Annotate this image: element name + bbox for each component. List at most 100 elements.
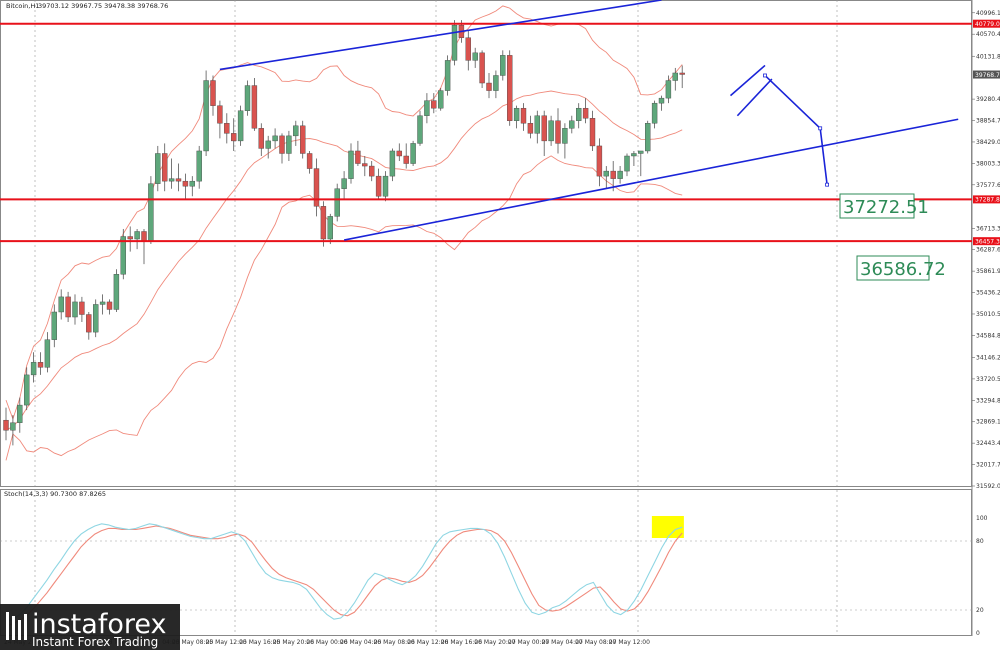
candle-body bbox=[127, 236, 133, 240]
candle-body bbox=[265, 140, 271, 149]
candle-body bbox=[396, 150, 402, 157]
price-tick-label: 37577.60 bbox=[976, 182, 1000, 189]
candle-body bbox=[603, 170, 609, 177]
time-axis-label: 27 May 00:00 bbox=[508, 639, 549, 646]
projection-line-1 bbox=[764, 74, 821, 129]
stochastic-label: Stoch(14,3,3) 90.7300 87.8265 bbox=[4, 490, 106, 498]
time-axis-label: 25 May 20:00 bbox=[273, 639, 314, 646]
last-price-tag-text: 39768.76 bbox=[975, 72, 1000, 79]
price-tick-label: 40570.40 bbox=[976, 31, 1000, 38]
candle-body bbox=[562, 128, 568, 144]
candle-body bbox=[155, 153, 161, 184]
candle-body bbox=[306, 153, 313, 169]
candle-body bbox=[465, 37, 471, 61]
target-label-box-1 bbox=[839, 193, 915, 219]
candle-body bbox=[638, 150, 644, 154]
candle-body bbox=[348, 150, 354, 179]
last-price-tag bbox=[973, 70, 1000, 79]
ohlc-readout: 39703.12 39967.75 39478.38 39768.76 bbox=[38, 2, 168, 10]
stoch-level-label: 20 bbox=[976, 607, 984, 614]
candle-body bbox=[341, 178, 347, 189]
candle-body bbox=[24, 374, 30, 406]
candle-body bbox=[334, 188, 340, 217]
projection-point bbox=[818, 126, 823, 131]
candle-body bbox=[389, 150, 396, 177]
candle-body bbox=[244, 85, 251, 111]
candle-body bbox=[665, 80, 672, 99]
target-label-1: 37272.51 bbox=[843, 197, 929, 218]
candle-body bbox=[582, 107, 589, 119]
candle-body bbox=[555, 120, 561, 144]
candle-body bbox=[493, 75, 499, 91]
time-axis-label: 26 May 16:00 bbox=[441, 639, 482, 646]
symbol-label: Bitcoin,H1 bbox=[6, 2, 39, 10]
candle-body bbox=[99, 301, 106, 305]
candle-body bbox=[148, 183, 154, 242]
candle-body bbox=[382, 175, 389, 197]
stoch-level-label: 0 bbox=[976, 630, 980, 637]
candle-body bbox=[196, 150, 202, 182]
stoch-main-line bbox=[5, 523, 683, 623]
candle-body bbox=[534, 115, 540, 134]
target-label-2: 36586.72 bbox=[860, 259, 946, 280]
candle-body bbox=[272, 135, 278, 142]
level-price-tag bbox=[973, 237, 1000, 246]
candlesticks bbox=[3, 20, 685, 446]
time-axis-label: 27 May 04:00 bbox=[542, 639, 583, 646]
candle-body bbox=[486, 82, 492, 91]
time-axis-label: 26 May 12:00 bbox=[407, 639, 448, 646]
candle-body bbox=[258, 128, 264, 149]
stoch-highlight bbox=[651, 516, 684, 538]
candle-body bbox=[589, 118, 596, 147]
time-axis-label: 25 May 16:00 bbox=[239, 639, 280, 646]
stoch-level-label: 80 bbox=[976, 538, 984, 545]
logo-name: instaforex bbox=[32, 609, 166, 640]
price-tick-label: 32443.40 bbox=[976, 440, 1000, 447]
time-axis-label: 27 May 08:00 bbox=[575, 639, 616, 646]
candle-body bbox=[672, 72, 678, 81]
candle-body bbox=[617, 170, 623, 179]
price-tick-label: 35010.50 bbox=[976, 311, 1000, 318]
upper-channel-line bbox=[219, 0, 662, 71]
level-price-tag bbox=[973, 19, 1000, 28]
candle-body bbox=[106, 301, 113, 310]
trend-lines bbox=[219, 0, 959, 241]
time-axis-label: 26 May 04:00 bbox=[340, 639, 381, 646]
price-tick-label: 33294.80 bbox=[976, 397, 1000, 404]
candle-body bbox=[17, 404, 23, 423]
instaforex-logo: instaforex Instant Forex Trading bbox=[0, 604, 180, 650]
candle-body bbox=[189, 180, 196, 187]
price-tick-label: 35436.20 bbox=[976, 290, 1000, 297]
candle-body bbox=[569, 120, 575, 129]
level-price-tag-text: 36457.33 bbox=[975, 238, 1000, 245]
candle-body bbox=[513, 107, 520, 121]
candle-body bbox=[320, 206, 327, 240]
candle-body bbox=[645, 123, 651, 152]
candle-body bbox=[203, 80, 209, 152]
candle-body bbox=[3, 419, 9, 431]
candle-body bbox=[500, 55, 506, 76]
candle-body bbox=[58, 296, 64, 313]
band-middle bbox=[5, 90, 683, 431]
time-axis-label: 26 May 20:00 bbox=[474, 639, 515, 646]
candle-body bbox=[182, 180, 189, 187]
candle-body bbox=[161, 153, 168, 182]
candle-body bbox=[651, 102, 658, 124]
candle-body bbox=[134, 231, 140, 240]
candle-body bbox=[175, 178, 182, 182]
candle-body bbox=[168, 178, 175, 182]
stochastic-oscillator: 100 80 20 0 bbox=[0, 515, 988, 637]
logo-tagline: Instant Forex Trading bbox=[32, 635, 158, 649]
price-tick-label: 36713.30 bbox=[976, 225, 1000, 232]
price-tick-label: 39280.40 bbox=[976, 96, 1000, 103]
price-tick-label: 33720.50 bbox=[976, 376, 1000, 383]
candle-body bbox=[92, 304, 99, 333]
candle-body bbox=[369, 165, 375, 177]
candle-body bbox=[507, 55, 513, 121]
candle-body bbox=[120, 236, 127, 275]
price-tick-label: 35861.90 bbox=[976, 268, 1000, 275]
candle-body bbox=[410, 143, 416, 164]
candle-body bbox=[237, 110, 244, 142]
projection-point bbox=[825, 182, 829, 187]
price-axis: 39768.76 40996.16 40570.40 40131.80 39280.40… bbox=[972, 10, 1000, 490]
